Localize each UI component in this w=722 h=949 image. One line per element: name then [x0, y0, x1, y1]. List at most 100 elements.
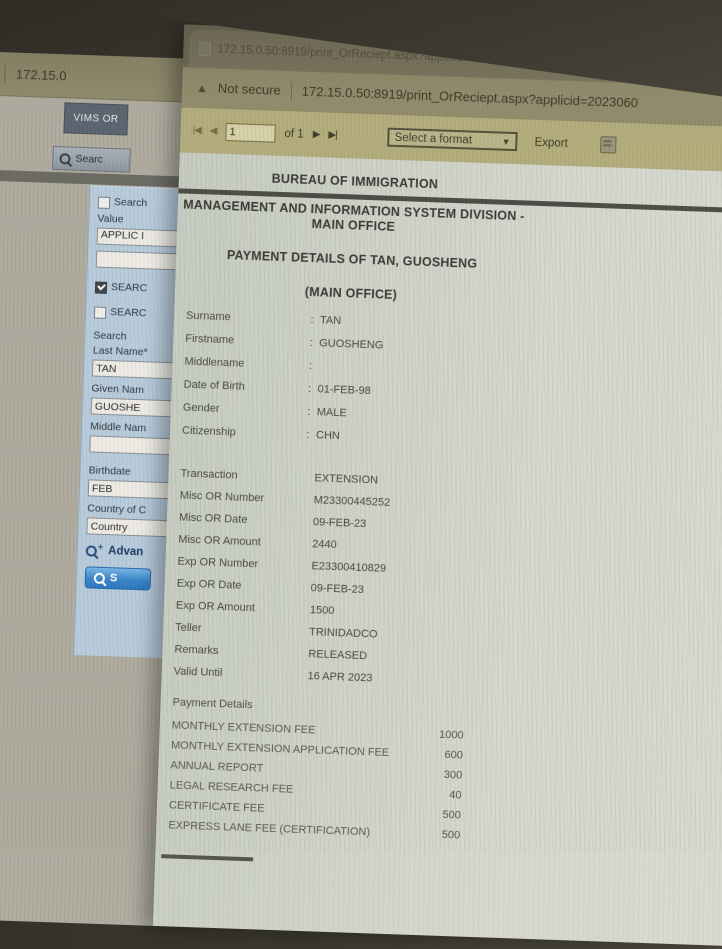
fee-amount: 40	[449, 789, 462, 802]
field-separator	[297, 516, 313, 530]
fee-amount: 300	[443, 768, 463, 782]
field-row-gender: Gender : MALE	[183, 402, 483, 425]
field-separator: :	[309, 337, 313, 350]
last-page-button[interactable]: ▶|	[328, 129, 337, 141]
field-value: 09-FEB-23	[310, 582, 365, 597]
field-label: Misc OR Number	[179, 489, 265, 505]
field-separator: :	[307, 382, 312, 396]
fee-name: ANNUAL REPORT	[170, 759, 264, 775]
field-value: TRINIDADCO	[308, 626, 378, 641]
search-option-1-label: SEARC	[110, 281, 148, 295]
field-separator: :	[310, 314, 314, 327]
fee-name: CERTIFICATE FEE	[168, 799, 265, 815]
address-separator	[4, 65, 7, 83]
field-row-teller: Teller TRINIDADCO	[175, 622, 475, 645]
fee-name: EXPRESS LANE FEE (CERTIFICATION)	[168, 819, 371, 839]
field-label: Firstname	[185, 332, 235, 347]
field-value: 16 APR 2023	[307, 670, 373, 685]
search-icon	[93, 572, 106, 584]
field-value: CHN	[315, 429, 341, 443]
field-label: Teller	[174, 621, 202, 635]
export-format-value: Select a format	[394, 131, 473, 147]
field-label: Citizenship	[181, 424, 237, 439]
payment-details-heading: Payment Details	[172, 696, 253, 712]
field-separator	[296, 538, 312, 552]
chevron-down-icon: ▼	[501, 136, 511, 147]
field-value: MALE	[316, 406, 347, 420]
field-row-date-of-birth: Date of Birth : 01-FEB-98	[183, 379, 483, 402]
field-separator	[293, 626, 309, 640]
field-row-transaction: Transaction EXTENSION	[180, 468, 480, 491]
field-label: Middlename	[184, 355, 245, 370]
field-label: Exp OR Amount	[175, 599, 256, 615]
checkbox-unchecked-icon[interactable]	[97, 196, 111, 209]
fee-row: MONTHLY EXTENSION APPLICATION FEE 600	[171, 739, 463, 762]
field-value: 01-FEB-98	[317, 383, 371, 398]
fee-name: MONTHLY EXTENSION APPLICATION FEE	[170, 739, 390, 760]
field-separator	[297, 494, 313, 508]
advanced-search-label: Advan	[107, 545, 144, 559]
fee-amount: 500	[442, 808, 462, 822]
field-row-surname: Surname : TAN	[186, 310, 486, 333]
field-separator	[295, 560, 311, 574]
field-row-valid-until: Valid Until 16 APR 2023	[173, 665, 473, 688]
search-submit-label: S	[109, 572, 118, 585]
receipt-document: BUREAU OF IMMIGRATION MANAGEMENT AND INF…	[152, 152, 722, 949]
receipt-subtitle: (MAIN OFFICE)	[304, 284, 398, 303]
first-page-button[interactable]: |◀	[192, 124, 202, 137]
page-number-input[interactable]	[225, 122, 276, 143]
export-link[interactable]: Export	[534, 136, 568, 150]
address-separator	[290, 81, 293, 100]
fee-row: EXPRESS LANE FEE (CERTIFICATION) 500	[168, 819, 460, 842]
field-row-firstname: Firstname : GUOSHENG	[185, 333, 485, 356]
field-row-middlename: Middlename :	[184, 356, 484, 379]
field-separator	[298, 472, 314, 486]
field-label: Misc OR Date	[178, 511, 248, 526]
page-icon	[199, 41, 211, 56]
fee-row: CERTIFICATE FEE 500	[169, 799, 461, 822]
table-edge-line	[161, 854, 254, 862]
not-secure-label: Not secure	[217, 80, 282, 98]
field-value: 09-FEB-23	[312, 516, 367, 531]
receipt-title: PAYMENT DETAILS OF TAN, GUOSHENG	[226, 248, 478, 271]
field-label: Gender	[182, 401, 220, 415]
field-value: RELEASED	[308, 648, 368, 663]
field-separator	[292, 648, 308, 662]
advanced-search-icon	[85, 544, 98, 557]
fee-row: MONTHLY EXTENSION FEE 1000	[172, 719, 464, 742]
field-label: Surname	[185, 309, 231, 324]
field-separator	[294, 604, 310, 618]
field-label: Transaction	[180, 467, 238, 482]
field-value: TAN	[319, 314, 342, 328]
checkbox-checked-icon[interactable]	[94, 280, 108, 294]
page-count-label: of 1	[284, 127, 304, 141]
field-separator: :	[308, 360, 313, 373]
field-value: 1500	[309, 604, 335, 618]
field-value: GUOSHENG	[319, 337, 384, 352]
field-row-exp-or-number: Exp OR Number E23300410829	[177, 556, 477, 579]
export-format-select[interactable]: Select a format ▼	[387, 127, 518, 152]
field-row-exp-or-amount: Exp OR Amount 1500	[176, 600, 476, 623]
field-separator: :	[307, 405, 311, 419]
field-row-misc-or-number: Misc OR Number M23300445252	[180, 490, 480, 513]
search-submit-button[interactable]: S	[84, 566, 152, 591]
url-text: 172.15.0.50:8919/print_OrReciept.aspx?ap…	[301, 83, 639, 111]
previous-page-button[interactable]: ◀	[209, 125, 217, 137]
fee-amount: 1000	[438, 728, 464, 742]
not-secure-warning-icon: ▲	[195, 80, 209, 95]
checkbox-unchecked-icon[interactable]	[93, 305, 107, 319]
field-row-misc-or-date: Misc OR Date 09-FEB-23	[179, 512, 479, 535]
field-label: Remarks	[174, 643, 219, 658]
field-value: M23300445252	[313, 494, 391, 509]
field-row-exp-or-date: Exp OR Date 09-FEB-23	[176, 578, 476, 601]
field-row-citizenship: Citizenship : CHN	[182, 425, 482, 448]
next-page-button[interactable]: ▶	[312, 128, 320, 141]
field-row-misc-or-amount: Misc OR Amount 2440	[178, 534, 478, 557]
field-label: Exp OR Date	[176, 577, 242, 592]
tab-vims-or[interactable]: VIMS OR	[63, 102, 129, 136]
search-section-button[interactable]: Searc	[52, 145, 131, 173]
refresh-icon[interactable]	[600, 136, 618, 154]
search-section-label: Searc	[75, 152, 104, 166]
field-separator	[291, 670, 307, 684]
